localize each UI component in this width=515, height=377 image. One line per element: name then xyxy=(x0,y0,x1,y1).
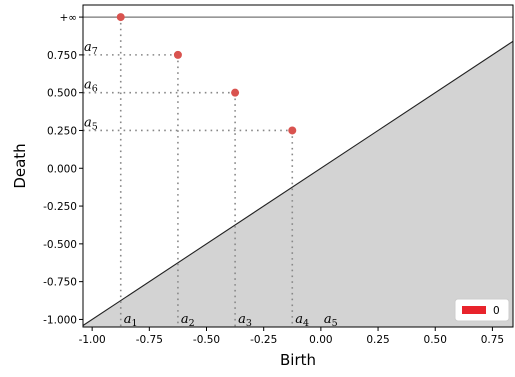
x-tick-label: 0.00 xyxy=(309,334,332,346)
plot-frame xyxy=(82,4,514,328)
data-point xyxy=(288,126,297,135)
x-tick-label: 0.50 xyxy=(424,334,447,346)
x-tick-label: -0.75 xyxy=(136,334,163,346)
legend-label: 0 xyxy=(493,305,500,317)
x-tick-label: 0.75 xyxy=(481,334,504,346)
y-annotation-label: a5 xyxy=(84,115,98,132)
axes-layer: +∞ -1.00 -0.75 -0.50 -0.25 0.00 0.25 0.50 0.75 -1… xyxy=(43,4,514,346)
y-tick-label: 0.000 xyxy=(47,163,77,175)
y-annotation-label: a6 xyxy=(84,78,98,95)
y-tick-label: -0.250 xyxy=(43,201,77,213)
x-tick-label: -0.50 xyxy=(193,334,220,346)
x-tick-label: -1.00 xyxy=(79,334,106,346)
y-annotation-label: a7 xyxy=(84,40,98,57)
y-tick-label: 0.750 xyxy=(47,50,77,62)
x-tick-label: 0.25 xyxy=(366,334,389,346)
y-tick-label: -0.500 xyxy=(43,239,77,251)
y-axis-title: Death xyxy=(11,143,29,188)
y-tick-label: -0.750 xyxy=(43,277,77,289)
y-tick-label: 0.500 xyxy=(47,88,77,100)
y-tick-label: 0.250 xyxy=(47,125,77,137)
x-axis-title: Birth xyxy=(280,351,316,369)
y-tick-label: -1.000 xyxy=(43,314,77,326)
data-point xyxy=(173,50,182,59)
diagonal-fill-layer xyxy=(82,40,514,328)
data-point xyxy=(116,13,125,22)
infinity-tick-label: +∞ xyxy=(59,12,77,24)
points-layer xyxy=(116,13,297,135)
diagonal-line xyxy=(82,40,514,326)
x-tick-label: -0.25 xyxy=(250,334,277,346)
legend-swatch xyxy=(462,306,486,314)
data-point xyxy=(231,88,240,97)
guide-lines-layer xyxy=(83,17,294,327)
legend: 0 xyxy=(454,298,510,322)
